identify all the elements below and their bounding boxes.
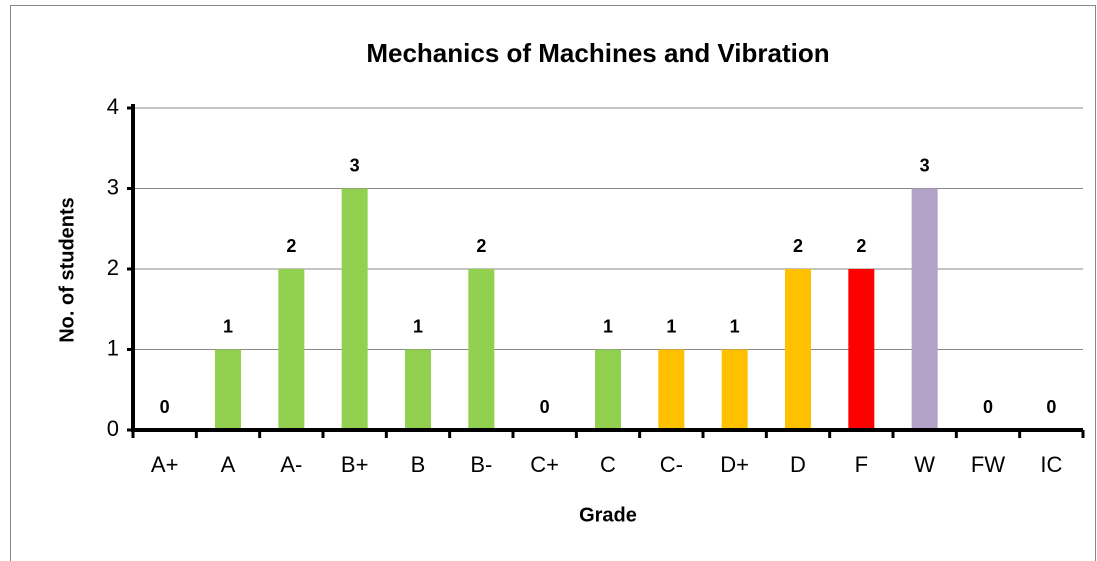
x-tick-label: W [914, 452, 935, 477]
data-label: 0 [1046, 397, 1056, 417]
data-label: 0 [160, 397, 170, 417]
x-axis-title: Grade [579, 504, 637, 526]
data-label: 3 [920, 155, 930, 175]
data-label: 2 [856, 236, 866, 256]
y-tick-label: 1 [107, 335, 119, 360]
y-tick-label: 2 [107, 255, 119, 280]
x-tick-label: B [411, 452, 426, 477]
chart-title: Mechanics of Machines and Vibration [366, 38, 829, 68]
x-tick-label: D [790, 452, 806, 477]
bar [721, 349, 748, 430]
bar [341, 188, 368, 430]
bar [848, 269, 875, 430]
bar [405, 349, 431, 430]
x-tick-label: C+ [530, 452, 559, 477]
bar [215, 349, 241, 430]
x-tick-label: IC [1040, 452, 1062, 477]
x-tick-label: A+ [151, 452, 179, 477]
bar [658, 349, 685, 430]
x-tick-label: B- [470, 452, 492, 477]
data-label: 2 [286, 236, 296, 256]
bar [278, 269, 305, 430]
data-label: 2 [793, 236, 803, 256]
y-tick-label: 4 [107, 94, 119, 119]
x-tick-label: C- [660, 452, 683, 477]
bar [595, 349, 621, 430]
data-label: 1 [603, 316, 613, 336]
data-label: 1 [413, 316, 423, 336]
y-tick-label: 0 [107, 416, 119, 441]
x-tick-label: F [855, 452, 868, 477]
bar [468, 269, 495, 430]
data-label: 1 [666, 316, 676, 336]
x-tick-label: B+ [341, 452, 369, 477]
data-label: 3 [350, 155, 360, 175]
data-label: 0 [540, 397, 550, 417]
data-label: 1 [223, 316, 233, 336]
data-label: 1 [730, 316, 740, 336]
data-label: 0 [983, 397, 993, 417]
x-tick-label: C [600, 452, 616, 477]
y-axis-title: No. of students [56, 197, 78, 343]
bar [911, 188, 938, 430]
x-tick-label: FW [971, 452, 1005, 477]
x-tick-label: A- [280, 452, 302, 477]
y-tick-label: 3 [107, 174, 119, 199]
x-tick-label: D+ [720, 452, 749, 477]
x-tick-label: A [221, 452, 236, 477]
data-label: 2 [476, 236, 486, 256]
bar [785, 269, 811, 430]
